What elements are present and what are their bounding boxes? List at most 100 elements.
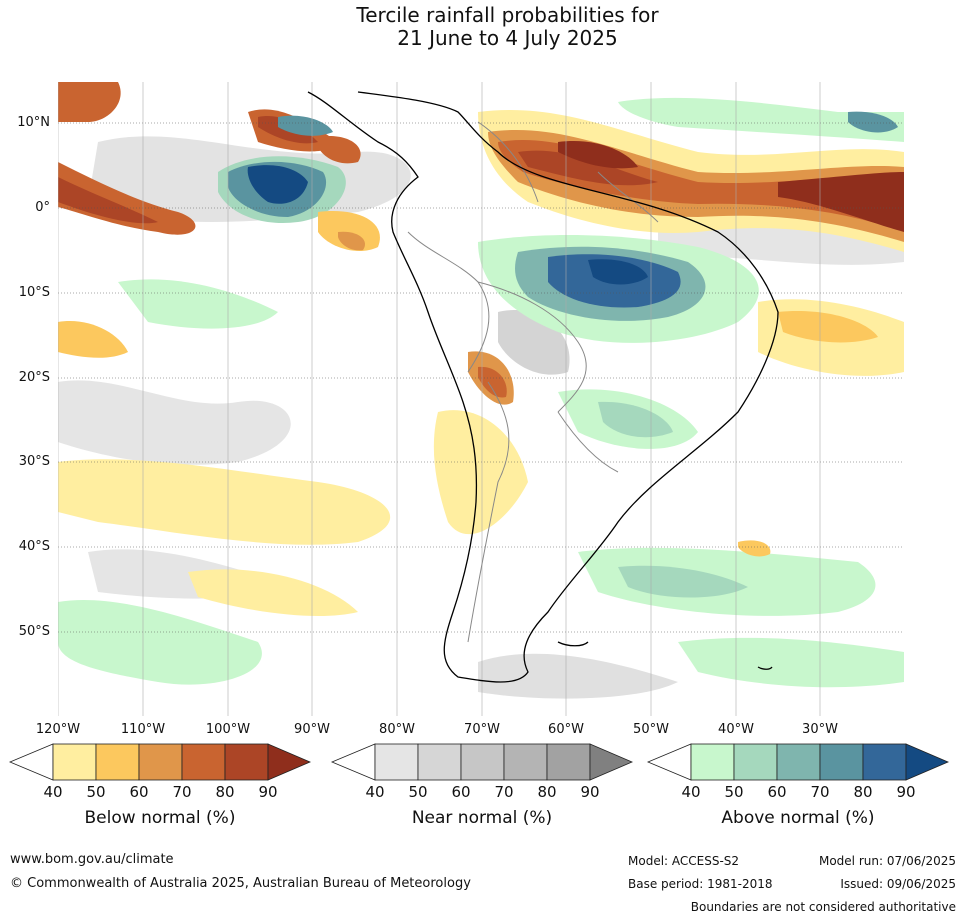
lon-label-120w: 120°W: [35, 722, 81, 737]
above-normal-region: [278, 115, 333, 136]
above-normal-region: [618, 97, 904, 142]
above-normal-region: [598, 401, 673, 438]
above-tick-40: 40: [681, 783, 701, 801]
near-colorbar-cell: [503, 743, 548, 781]
near-normal-region: [478, 653, 678, 699]
below-tick-80: 80: [215, 783, 235, 801]
lon-label-110w: 110°W: [120, 722, 166, 737]
meridians: [58, 82, 821, 716]
below-normal-region: [318, 136, 361, 164]
above-normal-colorbar-low-arrow: [646, 743, 692, 781]
map-svg: [58, 82, 904, 716]
below-normal-region: [58, 82, 121, 122]
copyright-text: © Commonwealth of Australia 2025, Austra…: [10, 876, 471, 891]
below-normal-region: [58, 321, 128, 358]
lon-label-60w: 60°W: [548, 722, 584, 737]
near-normal-colorbar: [330, 743, 634, 781]
shaded-regions: [58, 82, 904, 699]
lat-label-20s: 20°S: [18, 370, 50, 385]
near-colorbar-cell: [460, 743, 505, 781]
above-tick-80: 80: [853, 783, 873, 801]
lon-label-100w: 100°W: [205, 722, 251, 737]
below-normal-region: [318, 211, 380, 252]
below-normal-region: [188, 569, 358, 617]
above-normal-region: [58, 600, 262, 685]
below-normal-colorbar-high-arrow: [267, 743, 312, 781]
near-colorbar-cell: [546, 743, 591, 781]
below-tick-40: 40: [43, 783, 63, 801]
lon-label-30w: 30°W: [802, 722, 838, 737]
above-normal-region: [848, 111, 898, 133]
above-colorbar-cell: [776, 743, 821, 781]
below-colorbar-cell: [52, 743, 97, 781]
below-normal-title: Below normal (%): [84, 808, 236, 828]
above-colorbar-cell: [733, 743, 778, 781]
below-tick-60: 60: [129, 783, 149, 801]
above-tick-90: 90: [896, 783, 916, 801]
website-link[interactable]: www.bom.gov.au/climate: [10, 852, 174, 867]
below-colorbar-cell: [224, 743, 269, 781]
near-tick-60: 60: [451, 783, 471, 801]
coastline: [307, 91, 779, 683]
below-normal-colorbar: [8, 743, 312, 781]
below-colorbar-cell: [138, 743, 183, 781]
above-normal-colorbar-high-arrow: [905, 743, 950, 781]
below-normal-region: [558, 141, 638, 169]
near-colorbar-cell: [374, 743, 419, 781]
model-text: Model: ACCESS-S2: [628, 854, 740, 868]
below-normal-region: [778, 172, 904, 232]
lon-label-90w: 90°W: [294, 722, 330, 737]
below-normal-region: [518, 150, 658, 186]
near-tick-70: 70: [494, 783, 514, 801]
country-borders: [407, 121, 659, 643]
below-normal-region: [478, 366, 507, 398]
lat-label-50s: 50°S: [18, 624, 50, 639]
probability-map: [58, 82, 904, 716]
lon-label-50w: 50°W: [633, 722, 669, 737]
near-tick-90: 90: [580, 783, 600, 801]
near-colorbar-cell: [417, 743, 462, 781]
lon-label-70w: 70°W: [464, 722, 500, 737]
below-colorbar-cell: [95, 743, 140, 781]
above-normal-region: [118, 279, 278, 329]
above-normal-region: [618, 565, 748, 598]
model-run-text: Model run: 07/06/2025: [818, 854, 956, 868]
near-normal-colorbar-low-arrow: [330, 743, 376, 781]
lon-label-40w: 40°W: [718, 722, 754, 737]
near-tick-40: 40: [365, 783, 385, 801]
below-normal-region: [58, 162, 196, 235]
above-tick-60: 60: [767, 783, 787, 801]
above-normal-region: [678, 637, 904, 688]
below-normal-region: [58, 459, 391, 545]
title-line-1: Tercile rainfall probabilities for: [356, 3, 659, 27]
coastline: [757, 666, 773, 670]
near-tick-50: 50: [408, 783, 428, 801]
below-tick-70: 70: [172, 783, 192, 801]
map-title: Tercile rainfall probabilities for 21 Ju…: [0, 4, 965, 50]
disclaimer-text: Boundaries are not considered authoritat…: [690, 900, 956, 914]
above-colorbar-cell: [819, 743, 864, 781]
lat-label-40s: 40°S: [18, 539, 50, 554]
below-tick-90: 90: [258, 783, 278, 801]
near-normal-region: [58, 380, 291, 465]
above-colorbar-cell: [690, 743, 735, 781]
near-normal-title: Near normal (%): [411, 808, 553, 828]
below-normal-region: [58, 177, 158, 224]
below-normal-region: [738, 540, 771, 557]
below-normal-region: [338, 231, 366, 251]
above-normal-colorbar: [646, 743, 950, 781]
graticule: [58, 122, 904, 633]
base-period-text: Base period: 1981-2018: [628, 877, 773, 891]
lat-label-10s: 10°S: [18, 285, 50, 300]
above-tick-70: 70: [810, 783, 830, 801]
below-normal-colorbar-low-arrow: [8, 743, 54, 781]
below-normal-region: [778, 311, 878, 343]
lat-label-10n: 10°N: [17, 115, 50, 130]
lat-label-30s: 30°S: [18, 454, 50, 469]
above-normal-region: [247, 165, 308, 204]
above-colorbar-cell: [862, 743, 907, 781]
lon-label-80w: 80°W: [379, 722, 415, 737]
above-normal-title: Above normal (%): [721, 808, 875, 828]
near-normal-colorbar-high-arrow: [589, 743, 634, 781]
below-colorbar-cell: [181, 743, 226, 781]
